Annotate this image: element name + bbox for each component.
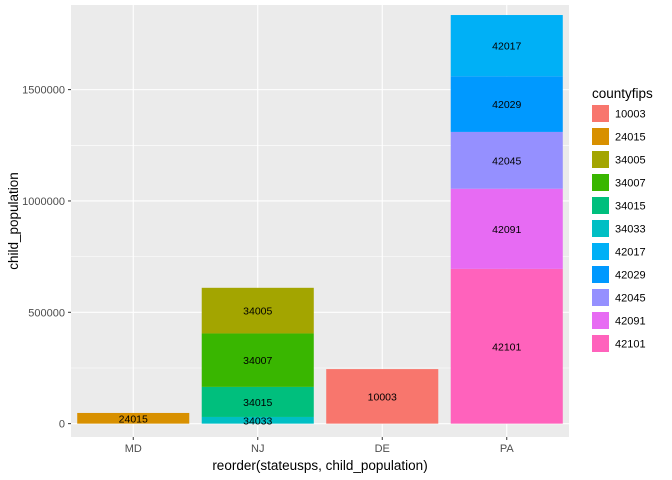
x-axis-title: reorder(stateusps, child_population) xyxy=(212,458,427,473)
bar-label: 10003 xyxy=(368,391,397,403)
legend-label: 24015 xyxy=(615,132,646,144)
bar-segment xyxy=(201,333,314,387)
bar-segment xyxy=(201,287,314,334)
x-tick-label: NJ xyxy=(251,443,264,455)
legend-swatch xyxy=(592,105,609,122)
x-tick-label: MD xyxy=(125,443,142,455)
legend-label: 42017 xyxy=(615,247,646,259)
bar-segment xyxy=(450,15,563,77)
legend-label: 34005 xyxy=(615,155,646,167)
y-tick-label: 500000 xyxy=(28,307,65,319)
y-axis-title: child_population xyxy=(6,172,21,270)
legend-label: 42101 xyxy=(615,339,646,351)
legend-label: 34015 xyxy=(615,201,646,213)
legend-title: countyfips xyxy=(592,86,653,101)
bar-label: 34007 xyxy=(243,355,272,367)
x-axis: MD NJ DE PA xyxy=(125,437,515,455)
legend: countyfips 10003 24015 34005 34007 34015 3403… xyxy=(592,86,653,352)
bar-segment xyxy=(450,76,563,132)
bar-label: 34033 xyxy=(243,415,272,427)
legend-label: 42091 xyxy=(615,316,646,328)
bar-segment xyxy=(201,386,314,417)
bar-segment xyxy=(77,412,190,424)
legend-label: 42029 xyxy=(615,270,646,282)
y-tick-label: 1500000 xyxy=(22,85,65,97)
legend-swatch xyxy=(592,220,609,237)
legend-label: 34007 xyxy=(615,178,646,190)
bar-label: 34005 xyxy=(243,306,272,318)
bar-label: 34015 xyxy=(243,397,272,409)
bar-label: 42091 xyxy=(492,224,521,236)
legend-label: 10003 xyxy=(615,109,646,121)
bar-segment xyxy=(450,268,563,424)
x-tick-label: DE xyxy=(375,443,390,455)
bar-labels: 24015 34033 34015 34007 34005 10003 42101 42091… xyxy=(119,41,522,428)
y-axis: 0 500000 1000000 1500000 xyxy=(22,85,71,431)
y-tick-label: 0 xyxy=(59,419,65,431)
y-tick-label: 1000000 xyxy=(22,196,65,208)
legend-swatch xyxy=(592,266,609,283)
bar-label: 42101 xyxy=(492,341,521,353)
legend-swatch xyxy=(592,335,609,352)
legend-swatch xyxy=(592,243,609,260)
legend-label: 42045 xyxy=(615,293,646,305)
legend-swatch xyxy=(592,151,609,168)
legend-swatch xyxy=(592,289,609,306)
bar-label: 42029 xyxy=(492,99,521,111)
legend-swatch xyxy=(592,197,609,214)
legend-swatch xyxy=(592,312,609,329)
bar-label: 42045 xyxy=(492,155,521,167)
bar-segments xyxy=(77,15,563,424)
bar-segment xyxy=(450,131,563,189)
bar-label: 24015 xyxy=(119,413,148,425)
legend-label: 34033 xyxy=(615,224,646,236)
legend-swatch xyxy=(592,128,609,145)
bar-segment xyxy=(201,416,314,424)
x-tick-label: PA xyxy=(500,443,515,455)
bar-segment xyxy=(450,188,563,269)
bar-label: 42017 xyxy=(492,41,521,53)
bar-segment xyxy=(326,369,439,424)
legend-swatch xyxy=(592,174,609,191)
